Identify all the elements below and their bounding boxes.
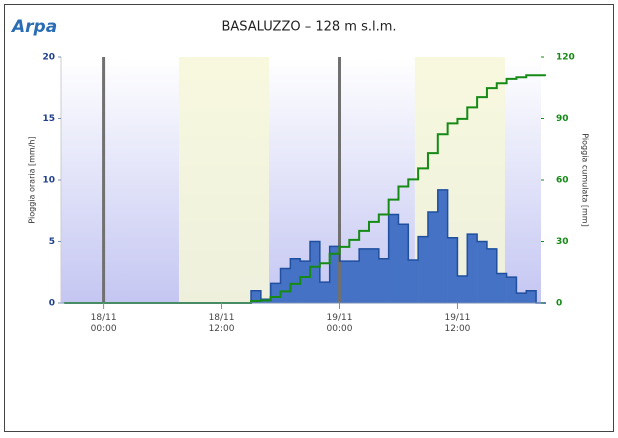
y-tick-label: 10	[42, 176, 55, 186]
frame	[4, 4, 614, 432]
rain-bar	[477, 241, 488, 303]
chart-title: BASALUZZO – 128 m s.l.m.	[221, 20, 396, 35]
rain-bar	[516, 293, 527, 303]
rain-bar	[349, 261, 360, 303]
rain-bar	[339, 261, 350, 303]
rain-bar	[496, 273, 507, 303]
rain-bar	[300, 261, 311, 303]
y2-axis-title: Pioggia cumulata [mm]	[581, 133, 590, 226]
x-tick-label: 19/11 12:00	[444, 313, 471, 334]
rain-bar	[329, 246, 340, 303]
rain-bar	[359, 248, 370, 303]
rain-bar	[270, 283, 281, 303]
rain-bar	[368, 248, 380, 303]
rain-bar	[486, 248, 498, 303]
logo: Arpa	[10, 17, 57, 37]
rain-bar	[526, 290, 537, 303]
rain-bar	[319, 282, 330, 303]
rain-bar	[280, 268, 291, 303]
y2-tick-label: 30	[556, 237, 569, 247]
y2-tick-label: 60	[556, 176, 569, 186]
rain-bar	[447, 237, 458, 303]
rain-bar	[418, 236, 429, 303]
y2-tick-label: 90	[556, 114, 569, 124]
y2-tick-label: 0	[556, 299, 562, 309]
x-tick-label: 18/11 00:00	[90, 313, 117, 334]
rain-bar	[506, 277, 517, 303]
y-axis-title: Pioggia oraria [mm/h]	[28, 136, 37, 223]
rain-bar	[290, 258, 301, 303]
x-tick-label: 19/11 00:00	[326, 313, 353, 334]
y2-tick-label: 120	[556, 53, 575, 63]
y-tick-label: 15	[42, 114, 55, 124]
rain-bar	[467, 234, 478, 303]
y-tick-label: 5	[49, 237, 55, 247]
day-band	[178, 57, 270, 303]
y-tick-label: 0	[49, 299, 55, 309]
y-tick-label: 20	[42, 53, 55, 63]
rain-bar	[437, 189, 448, 303]
rain-bar	[310, 241, 321, 303]
rain-bar	[457, 275, 468, 303]
rain-bar	[378, 258, 389, 303]
x-tick-label: 18/11 12:00	[208, 313, 235, 334]
rain-bar	[427, 211, 439, 303]
rain-bar	[408, 259, 419, 303]
rain-bar	[251, 290, 262, 303]
rain-bar	[398, 224, 409, 303]
rain-bar	[388, 214, 399, 303]
